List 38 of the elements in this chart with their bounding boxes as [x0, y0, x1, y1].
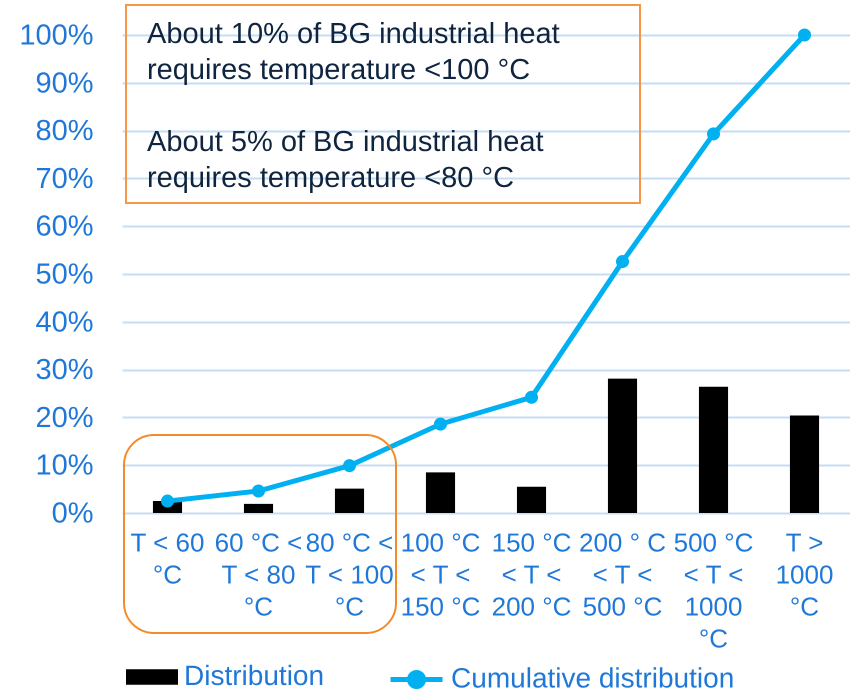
y-tick-label: 70% — [35, 162, 94, 195]
bar — [334, 488, 364, 513]
x-tick-label: 500 °C < T < 1000 °C — [674, 528, 754, 654]
y-tick-label: 30% — [35, 354, 94, 386]
y-tick-label: 40% — [35, 306, 94, 338]
y-tick-label: 0% — [52, 498, 94, 530]
point — [160, 494, 174, 508]
point — [434, 418, 448, 431]
x-tick-label: 80 °C < T < 100 °C — [305, 528, 394, 622]
legend-label: Cumulative distribution — [451, 662, 734, 693]
bar — [244, 504, 274, 513]
x-tick-label: 150 °C < T < 200 °C — [492, 528, 572, 622]
y-tick-label: 100% — [19, 20, 94, 52]
y-tick-label: 10% — [35, 450, 94, 482]
bar — [698, 386, 728, 513]
x-tick-label: 200 ° C < T < 500 °C — [578, 528, 666, 622]
point — [798, 28, 812, 42]
point — [252, 484, 266, 498]
y-tick-label: 90% — [35, 67, 94, 100]
annotation: About 10% of BG industrial heat requires temperature <100 °C — [147, 18, 560, 86]
point — [706, 127, 720, 140]
point — [342, 459, 356, 472]
point — [616, 255, 630, 268]
bar — [426, 472, 456, 513]
annotation: About 5% of BG industrial heat requires temperature <80 °C — [147, 126, 544, 194]
x-tick-label: T > 1000 °C — [776, 528, 834, 622]
y-tick-label: 50% — [35, 258, 94, 290]
bar — [790, 415, 820, 513]
y-tick-label: 60% — [35, 210, 94, 243]
bar — [516, 486, 546, 513]
point — [524, 390, 538, 404]
y-tick-label: 80% — [35, 115, 94, 148]
legend-label: Distribution — [184, 660, 324, 691]
x-tick-label: 100 °C < T < 150 °C — [400, 528, 480, 622]
y-tick-label: 20% — [35, 402, 94, 434]
x-tick-label: T < 60 °C — [130, 528, 204, 590]
x-tick-label: 60 °C < T < 80 °C — [214, 528, 302, 622]
bar — [608, 378, 638, 513]
